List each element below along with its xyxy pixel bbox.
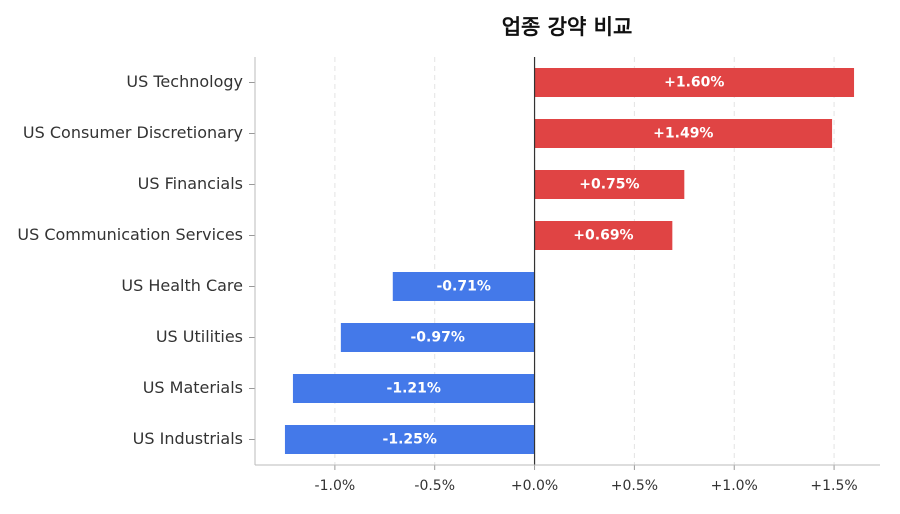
y-tick-label: US Materials	[143, 378, 243, 397]
x-tick-label: +0.5%	[611, 478, 658, 494]
x-tick-label: +1.5%	[810, 478, 857, 494]
data-label: +1.60%	[664, 75, 724, 91]
y-tick-label: US Financials	[138, 174, 243, 193]
bar	[534, 221, 673, 250]
y-tick-label: US Health Care	[121, 276, 243, 295]
y-tick-label: US Consumer Discretionary	[23, 123, 243, 142]
bar	[392, 272, 535, 301]
data-label: -1.21%	[387, 381, 441, 397]
chart-title: 업종 강약 비교	[502, 15, 633, 39]
y-tick-label: US Utilities	[156, 327, 243, 346]
bar	[534, 119, 833, 148]
data-label: -0.71%	[436, 279, 490, 295]
y-tick-label: US Industrials	[133, 429, 243, 448]
x-tick-label: -1.0%	[315, 478, 356, 494]
bar	[534, 170, 685, 199]
x-tick-label: -0.5%	[414, 478, 455, 494]
data-label: -0.97%	[411, 330, 465, 346]
data-label: +1.49%	[653, 126, 713, 142]
bar	[284, 425, 535, 454]
x-tick-label: +0.0%	[511, 478, 558, 494]
data-label: -1.25%	[383, 432, 437, 448]
bar	[292, 374, 535, 403]
y-tick-label: US Communication Services	[17, 225, 243, 244]
data-label: +0.69%	[573, 228, 633, 244]
y-tick-label: US Technology	[126, 72, 243, 91]
bar	[340, 323, 535, 352]
x-tick-label: +1.0%	[711, 478, 758, 494]
data-label: +0.75%	[579, 177, 639, 193]
bar	[534, 68, 855, 97]
